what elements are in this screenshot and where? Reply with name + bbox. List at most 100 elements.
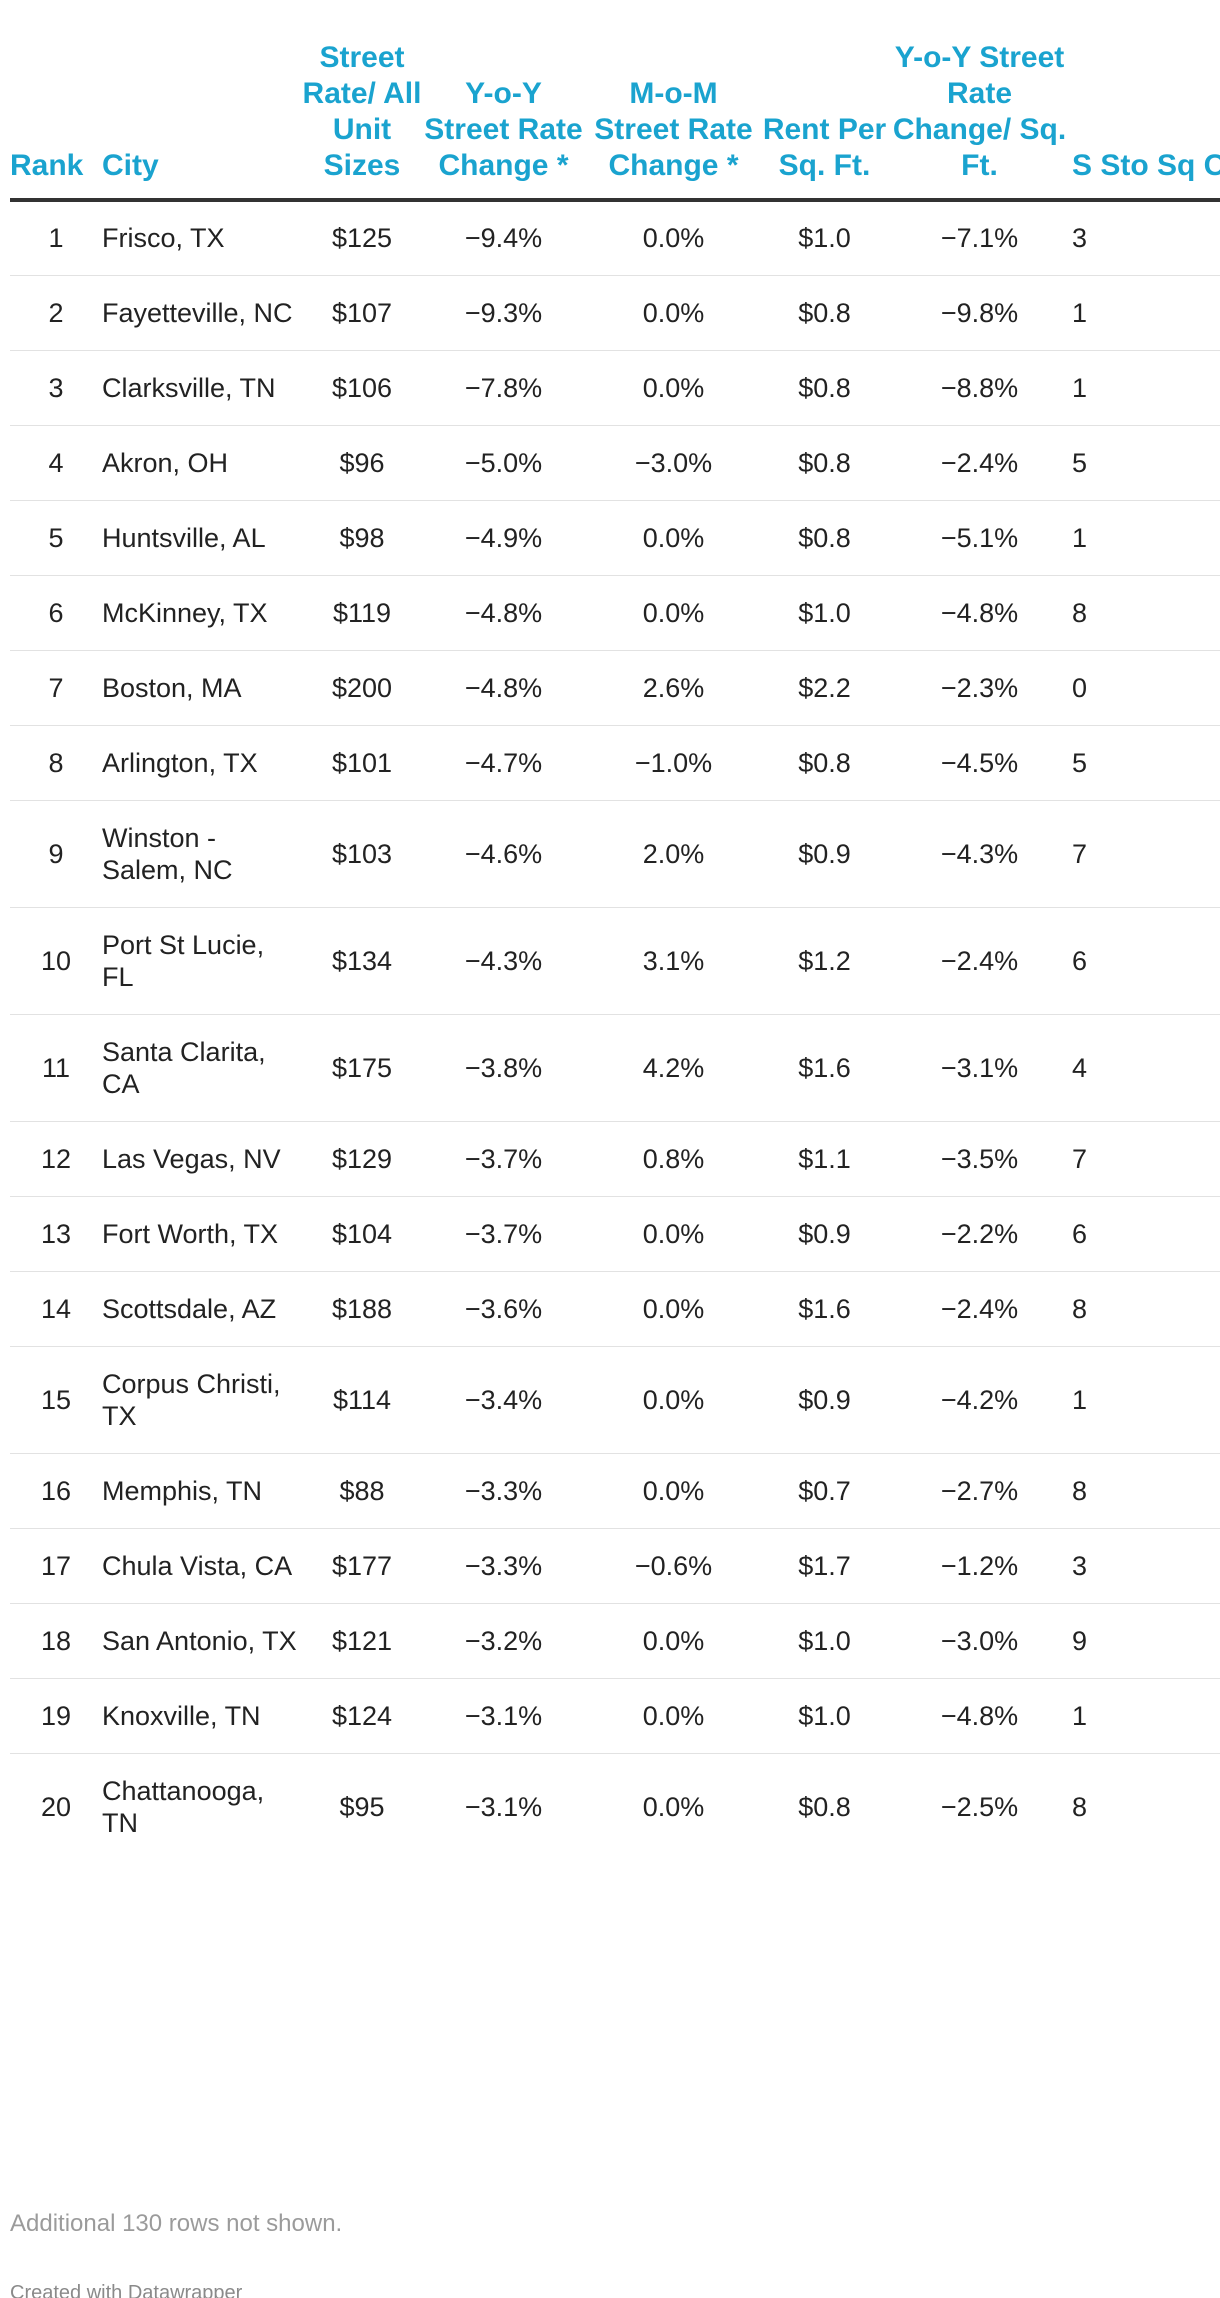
cell-yoy-sqft: −4.3% (887, 800, 1072, 908)
cell-yoy-sqft: −9.8% (887, 275, 1072, 351)
cell-city: Port St Lucie, FL (102, 907, 302, 1015)
cell-city: San Antonio, TX (102, 1603, 302, 1679)
cell-yoy-change: −4.7% (422, 725, 585, 801)
cell-rank: 6 (10, 575, 102, 651)
cell-city: McKinney, TX (102, 575, 302, 651)
cell-yoy-change: −3.3% (422, 1453, 585, 1529)
cell-yoy-change: −4.6% (422, 800, 585, 908)
cell-rank: 7 (10, 650, 102, 726)
cell-street-rate: $119 (302, 575, 422, 651)
cell-yoy-sqft: −4.8% (887, 575, 1072, 651)
table-row: 12 Las Vegas, NV $129 −3.7% 0.8% $1.1 −3.5% 7 (10, 1121, 1220, 1197)
cell-yoy-sqft: −2.5% (940, 1791, 1019, 1822)
table-row: 20 Chattanooga, TN $95 −3.1% 0.0% $0.8 −2.5% 8 (10, 1753, 1220, 1860)
cell-yoy-change: −3.7% (422, 1196, 585, 1272)
cell-yoy-change: −4.9% (422, 500, 585, 576)
cell-rent-sqft: $2.2 (762, 650, 887, 726)
cell-rank: 1 (10, 200, 102, 276)
cell-storage-sqft: 5 (1072, 425, 1220, 501)
cell-yoy-change: −9.3% (422, 275, 585, 351)
table-row: 14 Scottsdale, AZ $188 −3.6% 0.0% $1.6 −2.4% 8 (10, 1271, 1220, 1347)
cell-yoy-sqft: −1.2% (887, 1528, 1072, 1604)
cell-rent-sqft: $0.8 (762, 350, 887, 426)
cell-mom-change: 0.0% (642, 1791, 705, 1822)
cell-street-rate: $200 (302, 650, 422, 726)
col-header-yoy-sqft[interactable]: Y-o-Y Street Rate Change/ Sq. Ft. (887, 40, 1072, 202)
cell-mom-change: −3.0% (585, 425, 762, 501)
cell-rent-sqft: $0.9 (762, 1346, 887, 1454)
cell-yoy-sqft: −3.5% (887, 1121, 1072, 1197)
col-header-rent-sqft[interactable]: Rent Per Sq. Ft. (762, 40, 887, 202)
col-header-street-rate[interactable]: Street Rate/ All Unit Sizes (302, 40, 422, 202)
col-header-mom-change[interactable]: M-o-M Street Rate Change * (585, 40, 762, 202)
cell-rent-sqft: $1.0 (762, 1603, 887, 1679)
col-header-rank[interactable]: Rank (10, 40, 102, 202)
cell-mom-change: 0.0% (585, 275, 762, 351)
cell-yoy-change: −4.8% (422, 575, 585, 651)
cell-yoy-sqft: −3.0% (887, 1603, 1072, 1679)
cell-city: Knoxville, TN (102, 1678, 302, 1754)
cell-mom-change: 0.8% (585, 1121, 762, 1197)
cell-yoy-sqft: −2.4% (887, 1271, 1072, 1347)
cell-yoy-change: −4.8% (422, 650, 585, 726)
col-header-city[interactable]: City (102, 40, 302, 202)
table-row: 19 Knoxville, TN $124 −3.1% 0.0% $1.0 −4.8% 1 (10, 1678, 1220, 1754)
cell-storage-sqft: 8 (1072, 1271, 1220, 1347)
cell-city: Santa Clarita, CA (102, 1014, 302, 1122)
cell-yoy-sqft: −2.2% (887, 1196, 1072, 1272)
cell-yoy-change: −9.4% (422, 200, 585, 276)
cell-street-rate: $125 (302, 200, 422, 276)
cell-street-rate: $175 (302, 1014, 422, 1122)
cell-city: Scottsdale, AZ (102, 1271, 302, 1347)
cell-mom-change: 3.1% (585, 907, 762, 1015)
cell-street-rate: $129 (302, 1121, 422, 1197)
cell-storage-sqft: 4 (1072, 1014, 1220, 1122)
cell-city: Boston, MA (102, 650, 302, 726)
col-header-yoy-change[interactable]: Y-o-Y Street Rate Change * (422, 40, 585, 202)
cell-mom-change: −0.6% (585, 1528, 762, 1604)
cell-storage-sqft: 3 (1072, 200, 1220, 276)
cell-rank: 8 (10, 725, 102, 801)
cell-mom-change: 0.0% (585, 350, 762, 426)
table-row: 9 Winston - Salem, NC $103 −4.6% 2.0% $0.9 −4.… (10, 800, 1220, 908)
cell-storage-sqft: 9 (1072, 1603, 1220, 1679)
cell-street-rate: $96 (302, 425, 422, 501)
cell-yoy-sqft: −2.4% (887, 907, 1072, 1015)
cell-rank: 9 (10, 800, 102, 908)
datawrapper-credit[interactable]: Created with Datawrapper (10, 2282, 243, 2298)
table-row: 10 Port St Lucie, FL $134 −4.3% 3.1% $1.2 −2.4… (10, 907, 1220, 1015)
cell-street-rate: $88 (302, 1453, 422, 1529)
cell-street-rate: $95 (339, 1791, 385, 1822)
cell-street-rate: $103 (302, 800, 422, 908)
cell-rent-sqft: $0.8 (798, 1791, 851, 1822)
cell-yoy-change: −3.7% (422, 1121, 585, 1197)
cell-storage-sqft: 1 (1072, 500, 1220, 576)
cell-city: Corpus Christi, TX (102, 1346, 302, 1454)
cell-rank: 16 (10, 1453, 102, 1529)
cell-yoy-change: −5.0% (422, 425, 585, 501)
cell-city: Fayetteville, NC (102, 275, 302, 351)
cell-rank: 11 (10, 1014, 102, 1122)
cell-city: Winston - Salem, NC (102, 800, 302, 908)
col-header-storage-sqft[interactable]: S Sto Sq Ca (1072, 40, 1220, 202)
cell-rent-sqft: $0.9 (762, 800, 887, 908)
cell-rank: 5 (10, 500, 102, 576)
table-row: 1 Frisco, TX $125 −9.4% 0.0% $1.0 −7.1% 3 (10, 200, 1220, 276)
cell-rank: 14 (10, 1271, 102, 1347)
cell-rent-sqft: $1.0 (762, 1678, 887, 1754)
cell-city: Las Vegas, NV (102, 1121, 302, 1197)
cell-yoy-change: −3.3% (422, 1528, 585, 1604)
cell-rank: 12 (10, 1121, 102, 1197)
table-row: 16 Memphis, TN $88 −3.3% 0.0% $0.7 −2.7% 8 (10, 1453, 1220, 1529)
cell-rank: 15 (10, 1346, 102, 1454)
cell-street-rate: $121 (302, 1603, 422, 1679)
cell-yoy-change: −3.4% (422, 1346, 585, 1454)
cell-rent-sqft: $1.7 (762, 1528, 887, 1604)
table-row: 6 McKinney, TX $119 −4.8% 0.0% $1.0 −4.8% 8 (10, 575, 1220, 651)
cell-rent-sqft: $1.0 (762, 575, 887, 651)
cell-yoy-sqft: −4.2% (887, 1346, 1072, 1454)
cell-mom-change: 0.0% (585, 1271, 762, 1347)
cell-rent-sqft: $0.8 (762, 500, 887, 576)
cell-yoy-sqft: −8.8% (887, 350, 1072, 426)
cell-storage-sqft: 1 (1072, 1678, 1220, 1754)
